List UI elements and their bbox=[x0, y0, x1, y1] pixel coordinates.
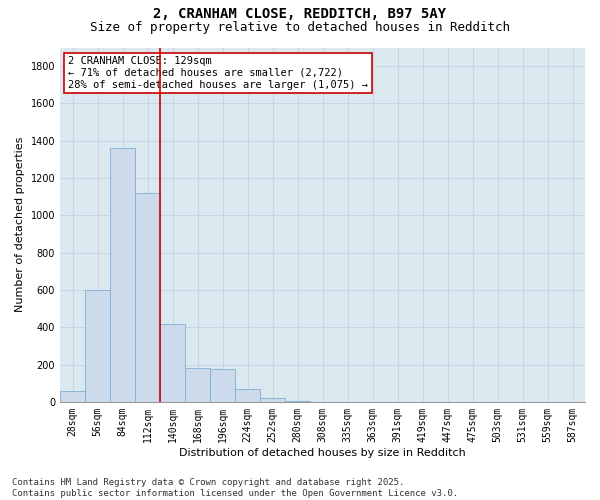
Bar bbox=[135, 193, 160, 402]
Bar bbox=[285, 401, 310, 402]
Bar bbox=[85, 290, 110, 402]
Bar bbox=[110, 148, 135, 402]
Bar bbox=[60, 390, 85, 402]
Bar bbox=[260, 398, 285, 402]
Bar bbox=[235, 389, 260, 402]
Bar bbox=[160, 324, 185, 402]
Bar bbox=[210, 369, 235, 402]
X-axis label: Distribution of detached houses by size in Redditch: Distribution of detached houses by size … bbox=[179, 448, 466, 458]
Y-axis label: Number of detached properties: Number of detached properties bbox=[15, 137, 25, 312]
Text: Contains HM Land Registry data © Crown copyright and database right 2025.
Contai: Contains HM Land Registry data © Crown c… bbox=[12, 478, 458, 498]
Bar bbox=[185, 368, 210, 402]
Text: 2, CRANHAM CLOSE, REDDITCH, B97 5AY: 2, CRANHAM CLOSE, REDDITCH, B97 5AY bbox=[154, 8, 446, 22]
Text: 2 CRANHAM CLOSE: 129sqm
← 71% of detached houses are smaller (2,722)
28% of semi: 2 CRANHAM CLOSE: 129sqm ← 71% of detache… bbox=[68, 56, 368, 90]
Text: Size of property relative to detached houses in Redditch: Size of property relative to detached ho… bbox=[90, 21, 510, 34]
